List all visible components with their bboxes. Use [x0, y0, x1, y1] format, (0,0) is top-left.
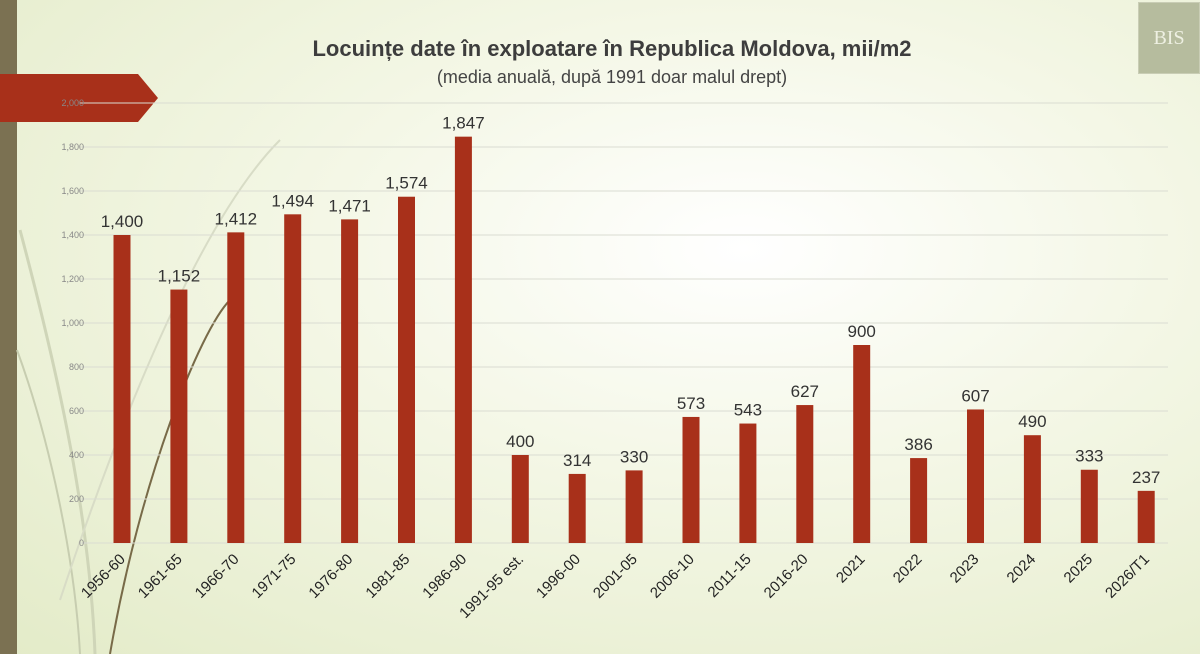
x-tick-label: 2011-15 [705, 551, 755, 601]
data-label: 1,400 [101, 212, 144, 231]
x-tick-label: 1961-65 [135, 551, 186, 602]
x-tick-label: 2023 [947, 551, 983, 587]
data-label: 237 [1132, 468, 1160, 487]
x-tick-label: 1956-60 [78, 551, 129, 602]
y-tick-label: 2,000 [61, 98, 84, 108]
bar [227, 232, 245, 544]
bar [796, 405, 814, 543]
x-tick-label: 1976-80 [305, 551, 356, 602]
bar [739, 423, 757, 543]
bar [1137, 490, 1155, 543]
data-label: 314 [563, 451, 591, 470]
bar [910, 458, 928, 543]
y-tick-label: 1,400 [61, 230, 84, 240]
x-tick-label: 2006-10 [647, 551, 698, 602]
bar [341, 219, 359, 543]
data-label: 1,471 [328, 196, 371, 215]
bar [1080, 469, 1098, 543]
sidebar-stripe [0, 0, 17, 654]
x-tick-label: 2025 [1061, 551, 1097, 587]
y-tick-label: 1,600 [61, 186, 84, 196]
y-tick-label: 400 [69, 450, 84, 460]
data-label: 490 [1018, 412, 1046, 431]
data-label: 1,152 [158, 267, 201, 286]
data-label: 627 [791, 382, 819, 401]
data-label: 400 [506, 432, 534, 451]
data-label: 1,847 [442, 114, 485, 133]
y-tick-label: 200 [69, 494, 84, 504]
y-tick-label: 1,800 [61, 142, 84, 152]
accent-tab [0, 74, 158, 122]
x-tick-label: 2026/T1 [1102, 551, 1153, 602]
data-label: 386 [904, 435, 932, 454]
bar [568, 473, 586, 543]
data-label: 333 [1075, 447, 1103, 466]
x-tick-label: 2024 [1004, 551, 1040, 587]
y-tick-label: 1,000 [61, 318, 84, 328]
chart-subtitle: (media anuală, după 1991 doar malul drep… [436, 67, 788, 87]
decorative-curves [16, 139, 281, 654]
bar [853, 345, 871, 543]
x-tick-label: 1981-85 [362, 551, 413, 602]
bar [625, 470, 643, 543]
data-label: 607 [961, 386, 989, 405]
data-label: 330 [620, 447, 648, 466]
y-tick-label: 800 [69, 362, 84, 372]
bar [170, 289, 188, 543]
data-label: 573 [677, 394, 705, 413]
y-tick-label: 600 [69, 406, 84, 416]
bar [1023, 435, 1041, 543]
bar [113, 235, 131, 543]
x-tick-label: 1996-00 [533, 551, 584, 602]
x-tick-label: 2001-05 [590, 551, 641, 602]
bar [284, 214, 302, 543]
chart-title: Locuințe date în exploatare în Republica… [312, 36, 912, 61]
data-label: 900 [848, 322, 876, 341]
logo: BIS [1138, 2, 1200, 74]
x-tick-label: 2021 [833, 551, 869, 587]
y-tick-label: 1,200 [61, 274, 84, 284]
data-label: 1,494 [271, 191, 314, 210]
x-tick-label: 1971-75 [249, 551, 300, 602]
x-tick-label: 1966-70 [192, 551, 243, 602]
bar [682, 416, 700, 543]
x-tick-label: 2016-20 [761, 551, 812, 602]
data-label: 1,412 [215, 209, 258, 228]
x-tick-label: 1986-90 [419, 551, 470, 602]
data-label: 1,574 [385, 174, 428, 193]
bar [398, 196, 415, 543]
x-tick-label: 2022 [890, 551, 926, 587]
data-label: 543 [734, 401, 762, 420]
logo-text: BIS [1153, 26, 1185, 49]
bar [511, 455, 529, 543]
bar [454, 136, 472, 543]
y-tick-label: 0 [79, 538, 84, 548]
bar [967, 409, 984, 543]
